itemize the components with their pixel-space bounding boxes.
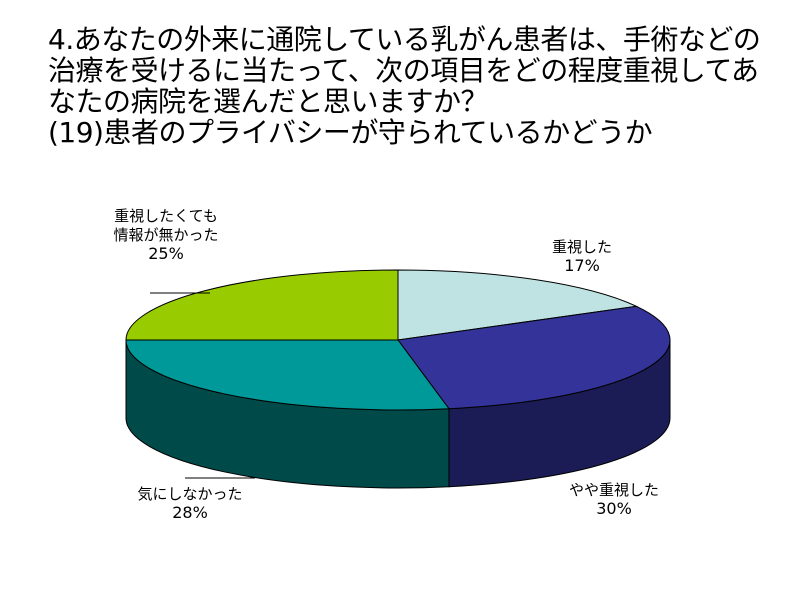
pie-slice-3 — [125, 339, 450, 411]
slice-value-1: 17% — [564, 256, 600, 275]
pie-side-outline — [125, 340, 671, 418]
slice-label-line-4-1: 重視したくても — [114, 207, 218, 225]
pie-slice-4 — [125, 269, 399, 341]
title-line-3: なたの病院を選んだと思いますか？ — [48, 85, 489, 118]
slice-label-3: 気にしなかった 28% — [137, 485, 242, 522]
pie-tops — [125, 269, 671, 411]
slice-label-line-3-1: 気にしなかった — [137, 485, 242, 503]
pie-slice-1 — [397, 269, 639, 341]
pie-slice-2 — [397, 305, 671, 410]
slice-label-1: 重視した 17% — [552, 238, 612, 275]
slice-value-4: 25% — [148, 244, 184, 263]
slice-label-2: やや重視した 30% — [569, 481, 659, 518]
title-line-4: (19)患者のプライバシーが守られているかどうか — [48, 116, 653, 149]
chart-title: 4.あなたの外来に通院している乳がん患者は、手術などの 治療を受けるに当たって、… — [48, 24, 768, 148]
slice-value-3: 28% — [172, 503, 208, 522]
slice-labels: 重視した 17% やや重視した 30% 気にしなかった 28% 重視したくても情報が無かった… — [113, 207, 659, 522]
slice-label-line-2-1: やや重視した — [569, 481, 659, 499]
title-line-1: 4.あなたの外来に通院している乳がん患者は、手術などの — [48, 23, 761, 56]
slice-label-line-1-1: 重視した — [552, 238, 612, 256]
slice-label-4: 重視したくても情報が無かった 25% — [113, 207, 218, 263]
pie-sides — [125, 339, 671, 489]
slice-value-2: 30% — [596, 499, 632, 518]
leader-lines — [150, 292, 255, 479]
slice-label-line-4-2: 情報が無かった — [113, 226, 218, 244]
title-line-2: 治療を受けるに当たって、次の項目をどの程度重視してあ — [48, 54, 759, 87]
